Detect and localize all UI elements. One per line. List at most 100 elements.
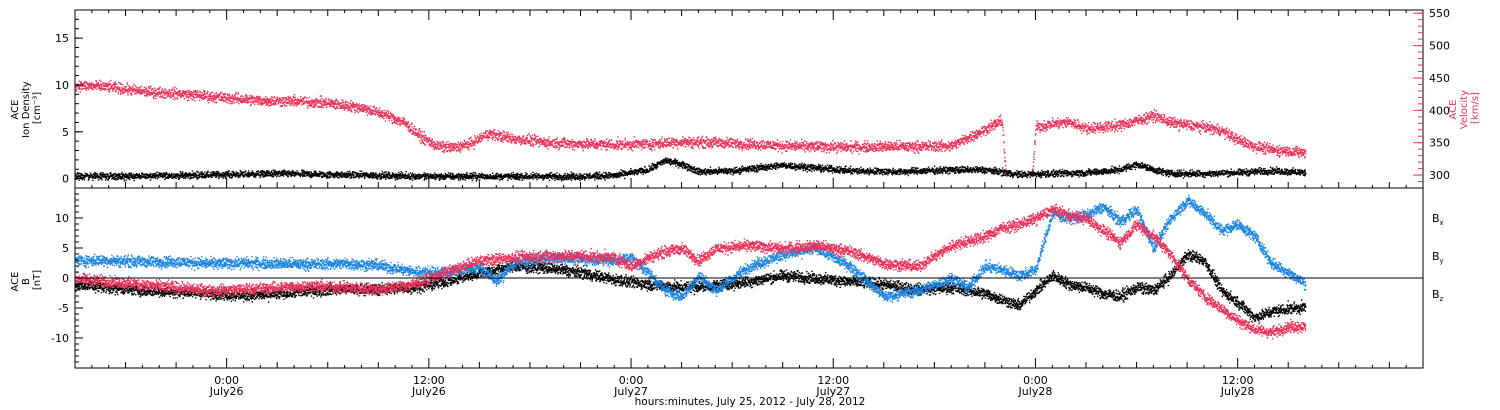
density-series-point (499, 175, 501, 177)
density-series-point (889, 170, 892, 172)
density-series-point (1052, 168, 1055, 171)
density-series-point (206, 172, 208, 174)
density-series-point (1005, 171, 1007, 173)
density-series-point (633, 174, 636, 176)
density-series-point (621, 175, 623, 177)
density-series-point (248, 175, 251, 178)
density-series-point (665, 158, 667, 161)
density-series-point (535, 177, 537, 179)
density-series-point (514, 175, 517, 178)
density-series-point (568, 176, 570, 179)
density-series-point (119, 178, 122, 180)
density-series-point (221, 176, 223, 179)
density-series-point (655, 165, 657, 167)
density-series-point (180, 176, 182, 179)
density-series-point (594, 174, 596, 177)
density-series-point (829, 166, 831, 169)
density-series-point (993, 167, 995, 169)
density-series-point (318, 170, 321, 173)
density-series-point (988, 169, 990, 171)
density-series-point (645, 169, 647, 171)
density-series-point (215, 176, 217, 178)
density-series-point (814, 165, 816, 167)
density-series-point (426, 174, 428, 177)
density-series-point (99, 177, 102, 179)
density-series-point (346, 176, 348, 178)
density-series-point (570, 179, 573, 181)
density-series-point (334, 172, 336, 174)
density-series-point (420, 174, 423, 176)
density-series-point (772, 165, 774, 167)
density-series-point (543, 178, 545, 180)
density-series-point (435, 178, 437, 180)
density-series-point (996, 168, 998, 170)
density-series-point (787, 166, 790, 168)
density-series-point (819, 165, 822, 167)
density-series-point (966, 165, 969, 167)
density-series-point (370, 174, 372, 176)
density-series-point (128, 178, 130, 180)
density-series-point (596, 171, 598, 173)
density-series-point (441, 178, 444, 180)
density-series-point (945, 172, 947, 174)
density-series-point (265, 175, 267, 177)
density-series-point (488, 177, 491, 179)
density-series-point (841, 172, 844, 174)
density-series-point (976, 168, 979, 171)
density-series-point (83, 176, 85, 178)
density-series-point (1009, 175, 1011, 178)
density-series-point (556, 176, 558, 179)
density-series-point (342, 175, 345, 177)
density-series-point (307, 172, 310, 174)
density-series-point (77, 176, 79, 179)
density-series-point (412, 177, 414, 179)
density-series-point (575, 173, 577, 175)
density-series-point (642, 171, 644, 173)
density-series-point (579, 176, 581, 178)
density-series-point (227, 174, 229, 176)
density-series-point (644, 166, 646, 168)
density-series-point (475, 177, 477, 179)
density-series-point (216, 170, 219, 173)
density-series-point (75, 178, 77, 180)
density-series-point (313, 174, 315, 177)
density-series-point (379, 174, 382, 176)
density-series-point (678, 164, 680, 167)
density-series-point (844, 168, 846, 170)
density-series-point (595, 171, 597, 174)
density-series-point (985, 167, 988, 170)
density-series-point (937, 172, 939, 174)
density-series-point (459, 176, 461, 179)
density-series-point (1079, 170, 1081, 173)
density-series-point (991, 172, 993, 174)
density-series-point (978, 171, 980, 173)
density-series-point (790, 167, 792, 170)
density-series-point (408, 174, 410, 177)
density-series-point (841, 168, 844, 170)
density-series-point (310, 171, 312, 173)
density-series-point (765, 167, 768, 169)
density-series-point (475, 180, 477, 182)
density-series-point (755, 171, 758, 173)
density-series-point (538, 173, 540, 175)
density-series-point (154, 174, 156, 176)
density-series-point (251, 174, 253, 177)
density-series-point (478, 172, 480, 175)
density-series-point (550, 172, 553, 174)
density-series-point (567, 173, 569, 176)
density-series-point (144, 173, 146, 175)
density-series-point (135, 175, 137, 177)
density-series-point (661, 162, 663, 164)
density-series-point (933, 169, 935, 171)
density-series-point (171, 173, 173, 175)
density-series-point (704, 169, 706, 171)
density-series-point (975, 169, 978, 172)
density-series-point (163, 173, 166, 176)
density-series-point (226, 175, 228, 177)
density-series-point (1069, 172, 1071, 174)
density-series-point (107, 173, 109, 175)
density-series-point (511, 175, 514, 178)
density-series-point (78, 179, 80, 181)
density-series-point (574, 179, 576, 181)
density-series-point (145, 173, 148, 175)
